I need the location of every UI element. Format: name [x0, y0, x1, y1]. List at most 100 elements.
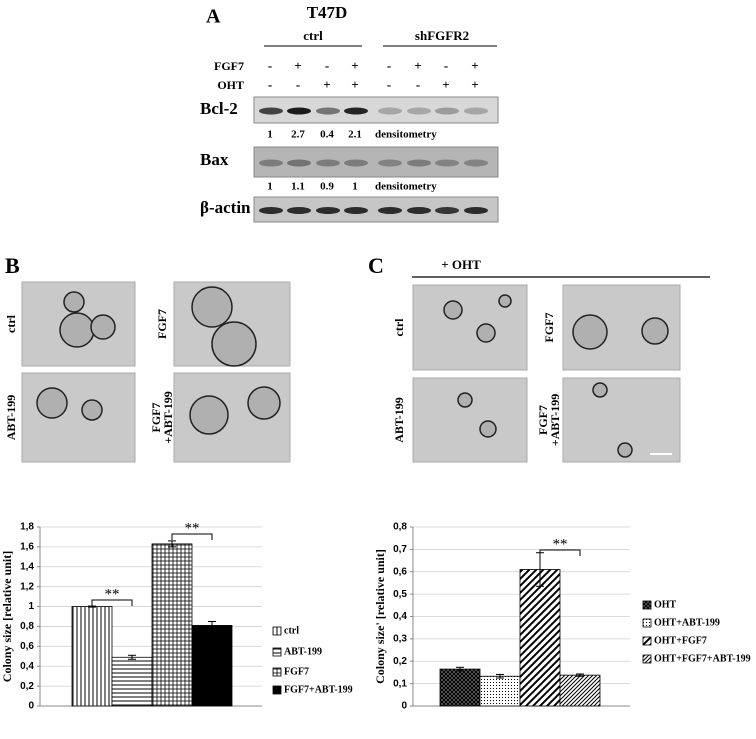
- treatment-label: FGF7: [214, 59, 244, 73]
- bar: [71, 606, 113, 707]
- y-axis-label: Colony size' [relative unit]: [373, 549, 387, 684]
- blot-band: [316, 159, 340, 167]
- colony: [617, 442, 633, 458]
- legend-label: ABT-199: [284, 646, 322, 657]
- y-tick-label: 0: [28, 701, 34, 712]
- y-tick-label: 0,8: [393, 522, 407, 533]
- treatment-sign: +: [414, 58, 421, 73]
- y-tick-label: 0,1: [393, 678, 407, 689]
- bar: [479, 675, 521, 707]
- error-bar: [88, 605, 96, 608]
- colony: [592, 382, 608, 398]
- legend-label: OHT+FGF7: [654, 635, 707, 646]
- y-tick-label: 0,3: [393, 634, 407, 645]
- densitometry-value: 2.7: [291, 129, 305, 141]
- densitometry-value: 0.4: [320, 129, 334, 141]
- image-label: +ABT-199: [548, 394, 562, 446]
- y-tick-label: 0,5: [393, 589, 407, 600]
- bar: [151, 543, 193, 707]
- significance-bracket: [91, 599, 133, 606]
- densitometry-label: densitometry: [375, 129, 437, 141]
- treatment-sign: +: [471, 58, 478, 73]
- blot-band: [407, 207, 431, 214]
- y-tick-label: 0: [401, 701, 407, 712]
- legend-swatch: [272, 626, 282, 636]
- bar: [519, 569, 561, 707]
- panel-letter: C: [368, 253, 384, 278]
- colony: [641, 317, 669, 345]
- colony: [59, 312, 95, 348]
- colony: [498, 294, 512, 308]
- micrograph: [412, 377, 528, 463]
- blot-band: [407, 159, 431, 167]
- blot-band: [344, 159, 368, 167]
- y-tick-label: 0,6: [20, 641, 34, 652]
- legend-swatch: [642, 654, 652, 664]
- blot-band: [378, 107, 402, 115]
- colony: [81, 399, 103, 421]
- legend-swatch: [642, 600, 652, 610]
- significance-label: **: [553, 536, 568, 552]
- colony: [457, 392, 473, 408]
- bar: [191, 625, 233, 707]
- legend-label: OHT: [654, 599, 677, 610]
- y-tick-label: 0,8: [20, 621, 34, 632]
- error-bar: [168, 540, 176, 548]
- densitometry-value: 1.1: [291, 181, 305, 193]
- treatment-sign: +: [442, 77, 449, 92]
- micrograph: [21, 372, 136, 463]
- legend-swatch: [642, 636, 652, 646]
- image-label: FGF7: [536, 405, 550, 435]
- image-label: ctrl: [392, 318, 406, 337]
- bar: [111, 656, 153, 707]
- legend-label: FGF7+ABT-199: [284, 684, 353, 695]
- treatment-sign: -: [325, 58, 329, 73]
- image-label: ABT-199: [392, 397, 406, 443]
- blot-band: [287, 107, 311, 115]
- y-tick-label: 1: [28, 601, 34, 612]
- blot-label: Bax: [200, 150, 229, 169]
- colony: [63, 291, 85, 313]
- panel-header: + OHT: [441, 257, 481, 272]
- densitometry-value: 0.9: [320, 181, 334, 193]
- image-label: +ABT-199: [161, 391, 175, 443]
- treatment-label: OHT: [217, 78, 244, 92]
- colony: [189, 395, 229, 435]
- y-axis-label: Colony size [relative unit]: [0, 551, 14, 682]
- densitometry-value: 2.1: [348, 129, 362, 141]
- treatment-sign: -: [268, 58, 272, 73]
- blot-band: [287, 159, 311, 167]
- blot-band: [344, 107, 368, 115]
- densitometry-value: 1: [267, 129, 273, 141]
- y-tick-label: 0,4: [393, 611, 407, 622]
- colony: [90, 314, 116, 340]
- legend-label: OHT+ABT-199: [654, 617, 720, 628]
- blot-band: [435, 159, 459, 167]
- treatment-sign: +: [351, 58, 358, 73]
- colony: [443, 300, 463, 320]
- treatment-sign: +: [323, 77, 330, 92]
- y-tick-label: 1,4: [20, 561, 34, 572]
- treatment-sign: -: [387, 77, 391, 92]
- image-label: FGF7: [542, 313, 556, 343]
- error-bar: [496, 673, 504, 679]
- bar: [439, 668, 481, 707]
- blot-band: [259, 107, 283, 115]
- legend-label: FGF7: [284, 666, 309, 677]
- treatment-sign: -: [444, 58, 448, 73]
- blot-label: Bcl-2: [200, 99, 238, 118]
- y-tick-label: 0,2: [20, 681, 34, 692]
- y-tick-label: 0,4: [20, 661, 34, 672]
- colony: [479, 420, 497, 438]
- legend-swatch: [642, 618, 652, 628]
- blot: [253, 146, 499, 178]
- legend-label: OHT+FGF7+ABT-199: [654, 653, 751, 664]
- densitometry-label: densitometry: [375, 181, 437, 193]
- blot-band: [287, 207, 311, 214]
- error-bar: [208, 620, 216, 630]
- treatment-sign: -: [416, 77, 420, 92]
- blot-band: [464, 159, 488, 167]
- y-tick-label: 1,8: [20, 522, 34, 533]
- blot-band: [259, 159, 283, 167]
- group-label: shFGFR2: [415, 28, 469, 43]
